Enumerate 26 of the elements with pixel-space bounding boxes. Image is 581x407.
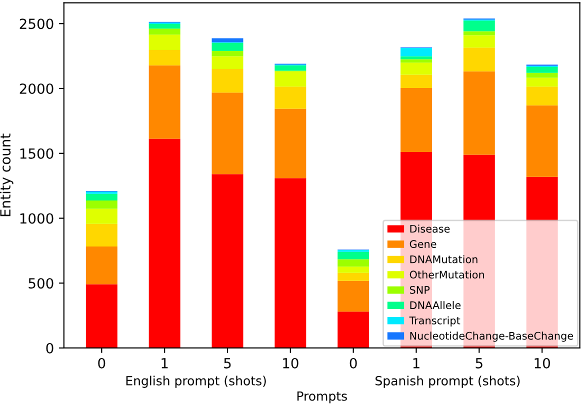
y-tick-label: 2500 xyxy=(20,18,54,30)
text: English prompt (shots) xyxy=(126,376,266,388)
x-tick-label: 1 xyxy=(162,358,168,368)
x-axis-title: Prompts xyxy=(297,392,347,404)
legend-label: NucleotideChange-BaseChange xyxy=(410,332,574,342)
x-tick-label: 1 xyxy=(413,358,420,368)
y-tick-label: 500 xyxy=(28,278,54,289)
x-tick-label: 10 xyxy=(283,358,298,368)
x-tick-label: 5 xyxy=(476,358,482,368)
y-tick-label: 1500 xyxy=(20,148,54,159)
y-axis-title: Entity count xyxy=(0,134,14,216)
legend-label: Disease xyxy=(410,224,450,233)
x-tick-label: 0 xyxy=(350,358,357,368)
y-tick-label: 1000 xyxy=(20,213,54,224)
x-tick-label: 5 xyxy=(224,358,231,368)
text: Spanish prompt (shots) xyxy=(376,376,520,388)
legend-label: DNAAllele xyxy=(410,301,461,310)
x-tick-label: 0 xyxy=(98,358,106,368)
legend-label: OtherMutation xyxy=(410,270,484,279)
legend-label: DNAMutation xyxy=(410,255,478,264)
y-tick-label: 0 xyxy=(46,342,54,354)
legend-label: SNP xyxy=(410,286,430,294)
y-tick-label: 2000 xyxy=(20,83,54,94)
legend-label: Transcript xyxy=(409,316,460,326)
legend-label: Gene xyxy=(410,240,436,248)
x-tick-label: 10 xyxy=(534,358,550,368)
